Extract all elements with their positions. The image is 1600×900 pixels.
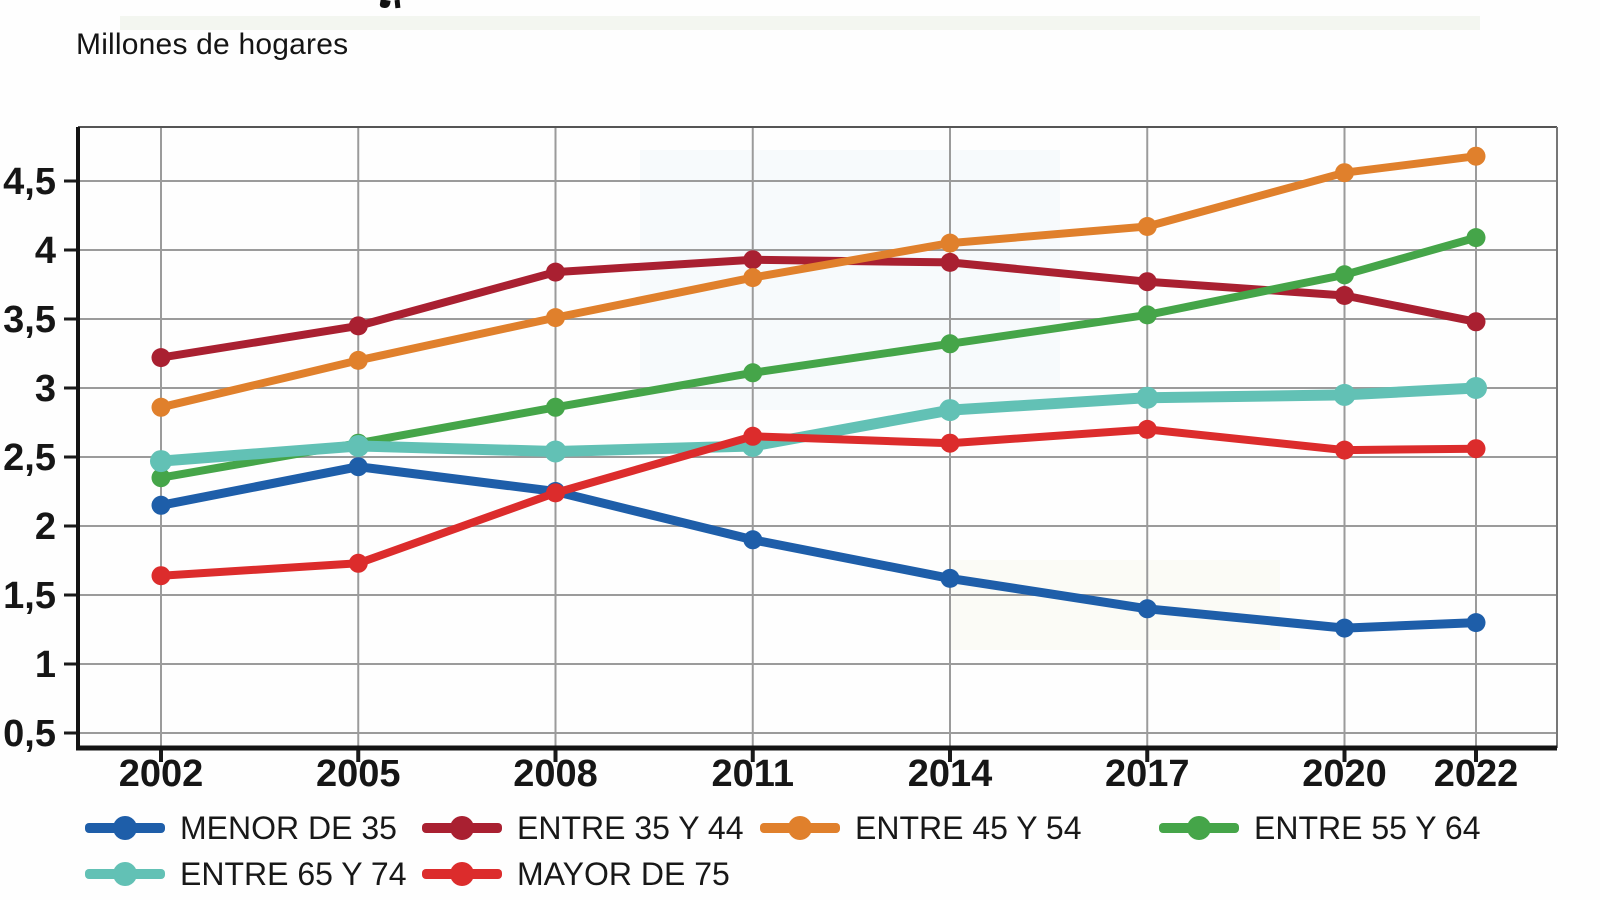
y-tick-label: 4,5 <box>3 161 56 203</box>
data-point-marker <box>347 435 370 457</box>
data-point-marker <box>1335 440 1354 460</box>
data-point-marker <box>743 268 763 288</box>
data-point-marker <box>151 566 171 586</box>
data-point-marker <box>743 530 763 550</box>
data-point-marker <box>544 440 567 463</box>
x-tick-label: 2011 <box>712 753 794 795</box>
series-line-entre-45-y-54 <box>157 152 1480 412</box>
data-point-marker <box>1466 312 1486 332</box>
data-point-marker <box>151 495 171 515</box>
data-point-marker <box>546 483 565 503</box>
data-point-marker <box>1335 265 1354 285</box>
x-tick-label: 2022 <box>1434 753 1519 795</box>
data-point-marker <box>546 262 565 282</box>
data-point-marker <box>1137 272 1157 292</box>
chart-subtitle: Millones de hogares <box>76 28 349 61</box>
data-point-marker <box>546 397 565 417</box>
data-point-marker <box>939 399 961 422</box>
data-point-marker <box>150 450 172 473</box>
series-line-menor-de-35 <box>156 462 1481 633</box>
data-point-marker <box>940 334 960 354</box>
series-line-entre-65-y-74 <box>155 382 1482 467</box>
x-tick-label: 2020 <box>1302 753 1387 795</box>
data-point-marker <box>940 233 960 253</box>
data-point-marker <box>348 350 368 370</box>
y-tick-label: 3 <box>35 368 56 410</box>
y-tick-label: 4 <box>35 230 56 272</box>
data-point-marker <box>1137 217 1157 236</box>
data-point-marker <box>743 363 763 383</box>
y-tick-label: 0,5 <box>3 713 56 755</box>
y-tick-label: 1,5 <box>3 575 56 617</box>
data-point-marker <box>151 397 171 417</box>
data-point-marker <box>151 348 171 368</box>
data-point-marker <box>1466 146 1486 166</box>
data-point-marker <box>940 252 960 272</box>
data-point-marker <box>348 316 368 336</box>
data-point-marker <box>1335 163 1354 183</box>
x-tick-label: 2002 <box>119 753 204 795</box>
data-point-marker <box>1136 386 1159 409</box>
data-point-marker <box>743 426 763 446</box>
data-point-marker <box>1466 613 1486 633</box>
data-point-marker <box>546 308 565 328</box>
data-point-marker <box>348 457 368 477</box>
data-point-marker <box>1335 286 1354 305</box>
data-point-marker <box>1466 228 1486 248</box>
data-point-marker <box>1137 419 1157 439</box>
data-point-marker <box>1466 439 1486 459</box>
y-tick-label: 2 <box>35 506 56 548</box>
data-point-marker <box>151 468 171 488</box>
x-tick-label: 2005 <box>316 753 401 795</box>
data-point-marker <box>1465 377 1487 399</box>
series-line-entre-55-y-64 <box>157 233 1480 482</box>
data-point-marker <box>1333 383 1356 406</box>
data-point-marker <box>940 568 960 588</box>
x-tick-label: 2017 <box>1105 753 1190 795</box>
data-point-marker <box>348 553 368 573</box>
series-line-mayor-de-75 <box>157 425 1480 580</box>
x-tick-label: 2008 <box>513 753 598 795</box>
data-point-marker <box>1137 599 1157 619</box>
y-tick-label: 2,5 <box>3 437 56 479</box>
y-tick-label: 3,5 <box>3 299 56 341</box>
x-tick-label: 2014 <box>908 753 993 795</box>
data-point-marker <box>940 433 960 453</box>
data-point-marker <box>743 250 763 270</box>
data-point-marker <box>1335 618 1354 638</box>
data-point-marker <box>1137 305 1157 325</box>
y-tick-label: 1 <box>35 644 56 686</box>
